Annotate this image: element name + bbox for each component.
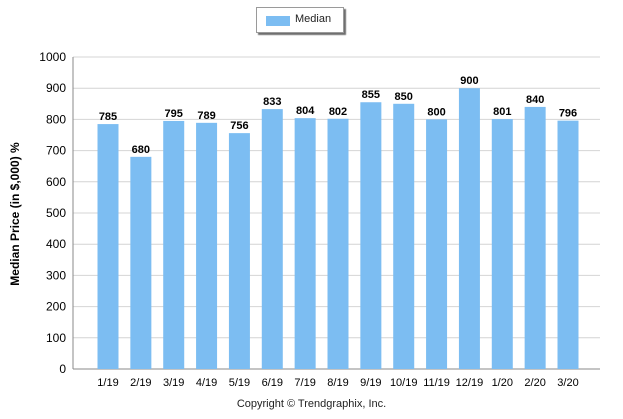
- data-label-4/19: 789: [197, 110, 215, 122]
- bar-12/19: [458, 88, 480, 369]
- data-label-1/19: 785: [99, 111, 117, 123]
- data-label-2/19: 680: [132, 144, 150, 156]
- bar-10/19: [393, 103, 415, 370]
- data-label-1/20: 801: [493, 106, 511, 118]
- y-tick-label-600: 600: [46, 175, 66, 189]
- x-tick-label-8/19: 8/19: [327, 377, 348, 389]
- data-label-7/19: 804: [296, 105, 315, 117]
- bar-8/19: [327, 118, 349, 369]
- x-tick-label-1/20: 1/20: [492, 377, 513, 389]
- bar-2/20: [524, 106, 546, 370]
- data-label-6/19: 833: [263, 96, 281, 108]
- bar-5/19: [228, 133, 250, 369]
- data-label-5/19: 756: [230, 120, 248, 132]
- y-tick-label-300: 300: [46, 268, 66, 282]
- bar-4/19: [196, 122, 218, 369]
- bar-9/19: [360, 102, 382, 370]
- x-tick-label-3/20: 3/20: [557, 377, 578, 389]
- y-tick-label-200: 200: [46, 300, 66, 314]
- data-label-10/19: 850: [395, 91, 413, 103]
- copyright-text: Copyright © Trendgraphix, Inc.: [236, 398, 387, 410]
- y-tick-label-1000: 1000: [39, 50, 66, 64]
- x-tick-label-2/19: 2/19: [130, 377, 151, 389]
- x-tick-label-2/20: 2/20: [524, 377, 545, 389]
- legend: Median: [256, 7, 344, 33]
- bar-7/19: [294, 118, 316, 369]
- legend-label-median: Median: [295, 13, 332, 25]
- bar-3/19: [163, 120, 185, 370]
- bar-6/19: [261, 109, 283, 369]
- bar-1/20: [491, 119, 513, 369]
- data-label-3/19: 795: [165, 108, 183, 120]
- bar-1/19: [97, 124, 119, 369]
- legend-swatch-median: [266, 16, 290, 26]
- y-tick-label-400: 400: [46, 237, 66, 251]
- x-tick-label-11/19: 11/19: [423, 377, 450, 389]
- y-tick-label-900: 900: [46, 81, 66, 95]
- y-tick-label-100: 100: [46, 331, 66, 345]
- x-tick-label-6/19: 6/19: [262, 377, 283, 389]
- x-tick-label-9/19: 9/19: [360, 377, 381, 389]
- x-tick-label-3/19: 3/19: [163, 377, 184, 389]
- bar-11/19: [426, 119, 448, 370]
- bar-3/20: [557, 120, 579, 369]
- data-label-3/20: 796: [559, 108, 577, 120]
- x-tick-label-5/19: 5/19: [229, 377, 250, 389]
- bar-2/19: [130, 156, 152, 369]
- y-tick-label-800: 800: [46, 112, 66, 126]
- data-label-12/19: 900: [460, 75, 478, 87]
- data-label-9/19: 855: [362, 89, 380, 101]
- y-tick-label-700: 700: [46, 144, 66, 158]
- y-tick-label-0: 0: [59, 362, 66, 376]
- data-label-11/19: 800: [427, 106, 445, 118]
- x-tick-label-4/19: 4/19: [196, 377, 217, 389]
- x-tick-label-1/19: 1/19: [97, 377, 118, 389]
- data-label-2/20: 840: [526, 94, 544, 106]
- x-tick-label-7/19: 7/19: [294, 377, 315, 389]
- x-tick-label-10/19: 10/19: [390, 377, 418, 389]
- y-tick-label-500: 500: [46, 206, 66, 220]
- data-label-8/19: 802: [329, 106, 347, 118]
- y-axis-title: Median Price (in $,000) %: [8, 142, 22, 286]
- x-tick-label-12/19: 12/19: [456, 377, 484, 389]
